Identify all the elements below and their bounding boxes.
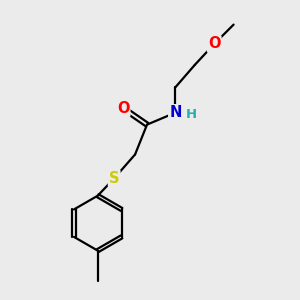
Text: O: O <box>208 37 220 52</box>
Text: H: H <box>185 108 197 121</box>
Text: O: O <box>117 101 129 116</box>
Text: S: S <box>109 171 119 186</box>
Text: N: N <box>169 105 182 120</box>
